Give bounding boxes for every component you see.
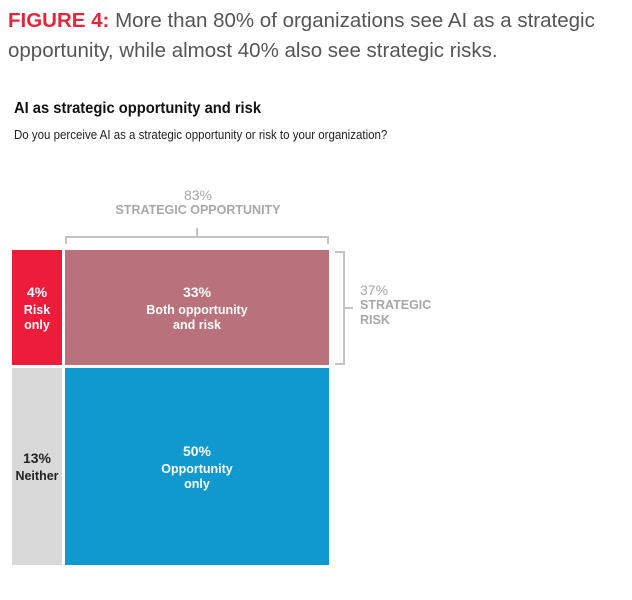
opportunity-bracket-line xyxy=(65,236,329,238)
risk-total-pct: 37% xyxy=(360,282,389,298)
risk-bracket-label: 37% STRATEGIC RISK xyxy=(360,283,431,328)
cell-neither-pct: 13% xyxy=(22,450,52,466)
cell-both-line2: and risk xyxy=(173,317,221,332)
opportunity-bracket-center-tick xyxy=(196,228,198,236)
figure-label: FIGURE 4: xyxy=(8,9,110,32)
opportunity-bracket-right-tick xyxy=(327,236,329,244)
cell-opportunity-only-pct: 50% xyxy=(182,442,212,459)
cell-neither: 13% Neither xyxy=(12,368,62,565)
chart-question: Do you perceive AI as a strategic opport… xyxy=(14,128,388,142)
cell-opportunity-only: 50% Opportunity only xyxy=(65,368,329,565)
cell-opportunity-only-line1: Opportunity xyxy=(161,461,233,476)
cell-both-line1: Both opportunity xyxy=(146,302,248,317)
cell-risk-only: 4% Risk only xyxy=(12,250,62,365)
cell-both: 33% Both opportunity and risk xyxy=(65,250,329,365)
cell-opportunity-only-line2: only xyxy=(184,476,210,491)
risk-bracket-top-tick xyxy=(335,251,345,253)
opportunity-bracket-left-tick xyxy=(65,236,67,244)
risk-total-label-line2: RISK xyxy=(360,313,390,327)
figure-caption: More than 80% of organizations see AI as… xyxy=(8,9,595,62)
opportunity-total-pct: 83% xyxy=(183,187,213,203)
opportunity-bracket-label: 83% STRATEGIC OPPORTUNITY xyxy=(63,188,333,218)
risk-total-label-line1: STRATEGIC xyxy=(360,298,432,312)
cell-risk-only-pct: 4% xyxy=(26,283,48,300)
risk-bracket-line xyxy=(343,251,345,365)
risk-bracket-bottom-tick xyxy=(335,363,345,365)
figure-title: FIGURE 4: More than 80% of organizations… xyxy=(8,6,628,66)
cell-both-pct: 33% xyxy=(182,283,212,300)
risk-bracket-center-tick xyxy=(345,307,353,309)
cell-risk-only-line1: Risk xyxy=(23,302,51,317)
opportunity-total-label: STRATEGIC OPPORTUNITY xyxy=(115,203,281,217)
cell-neither-line1: Neither xyxy=(15,469,59,483)
chart-title: AI as strategic opportunity and risk xyxy=(14,100,262,117)
cell-risk-only-line2: only xyxy=(24,317,50,332)
